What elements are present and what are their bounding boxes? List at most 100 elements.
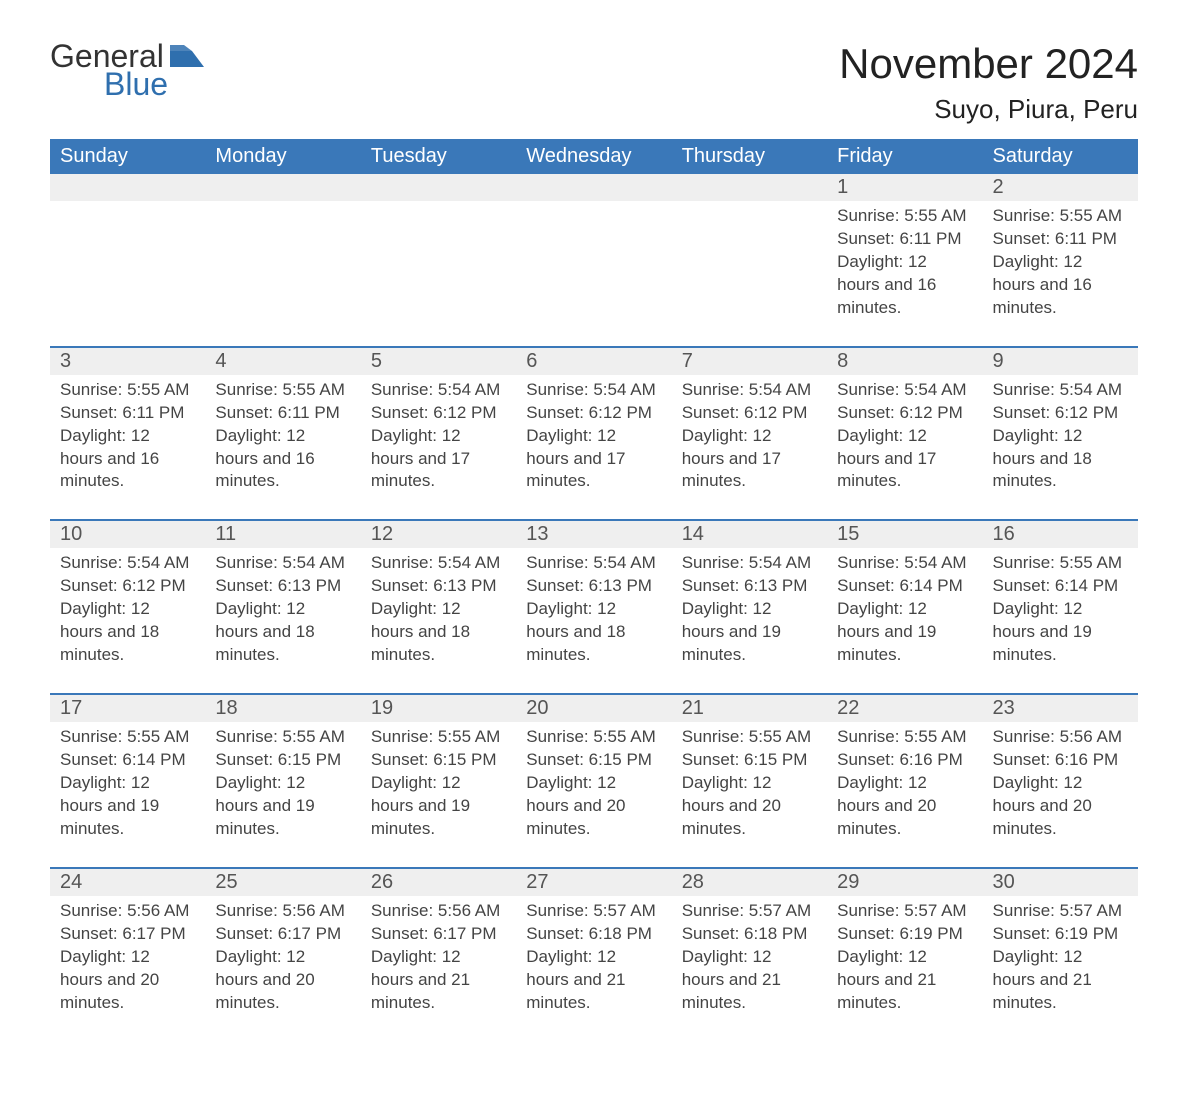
day-number: 7 xyxy=(672,348,827,375)
daylight-line: Daylight: 12 hours and 21 minutes. xyxy=(526,946,661,1015)
calendar-cell xyxy=(672,174,827,347)
daylight-line: Daylight: 12 hours and 17 minutes. xyxy=(371,425,506,494)
calendar-cell: 10Sunrise: 5:54 AMSunset: 6:12 PMDayligh… xyxy=(50,520,205,694)
day-details: Sunrise: 5:55 AMSunset: 6:11 PMDaylight:… xyxy=(50,379,205,494)
daylight-line: Daylight: 12 hours and 19 minutes. xyxy=(371,772,506,841)
calendar-cell: 24Sunrise: 5:56 AMSunset: 6:17 PMDayligh… xyxy=(50,868,205,1041)
day-details: Sunrise: 5:56 AMSunset: 6:16 PMDaylight:… xyxy=(983,726,1138,841)
calendar-cell: 21Sunrise: 5:55 AMSunset: 6:15 PMDayligh… xyxy=(672,694,827,868)
sunset-line: Sunset: 6:15 PM xyxy=(215,749,350,772)
weekday-header: Tuesday xyxy=(361,139,516,174)
day-details: Sunrise: 5:57 AMSunset: 6:18 PMDaylight:… xyxy=(516,900,671,1015)
day-number: 5 xyxy=(361,348,516,375)
sunset-line: Sunset: 6:19 PM xyxy=(837,923,972,946)
calendar-cell: 14Sunrise: 5:54 AMSunset: 6:13 PMDayligh… xyxy=(672,520,827,694)
day-number-empty xyxy=(672,174,827,201)
sunrise-line: Sunrise: 5:54 AM xyxy=(371,379,506,402)
weekday-header: Sunday xyxy=(50,139,205,174)
day-number: 20 xyxy=(516,695,671,722)
sunrise-line: Sunrise: 5:55 AM xyxy=(682,726,817,749)
calendar-cell: 27Sunrise: 5:57 AMSunset: 6:18 PMDayligh… xyxy=(516,868,671,1041)
sunrise-line: Sunrise: 5:54 AM xyxy=(682,379,817,402)
day-number: 17 xyxy=(50,695,205,722)
daylight-line: Daylight: 12 hours and 19 minutes. xyxy=(682,598,817,667)
day-number: 6 xyxy=(516,348,671,375)
sunset-line: Sunset: 6:13 PM xyxy=(682,575,817,598)
calendar-week: 24Sunrise: 5:56 AMSunset: 6:17 PMDayligh… xyxy=(50,868,1138,1041)
calendar-cell: 20Sunrise: 5:55 AMSunset: 6:15 PMDayligh… xyxy=(516,694,671,868)
calendar-cell: 28Sunrise: 5:57 AMSunset: 6:18 PMDayligh… xyxy=(672,868,827,1041)
daylight-line: Daylight: 12 hours and 20 minutes. xyxy=(682,772,817,841)
day-number: 30 xyxy=(983,869,1138,896)
day-number: 3 xyxy=(50,348,205,375)
day-number-empty xyxy=(361,174,516,201)
daylight-line: Daylight: 12 hours and 16 minutes. xyxy=(993,251,1128,320)
daylight-line: Daylight: 12 hours and 18 minutes. xyxy=(526,598,661,667)
day-details: Sunrise: 5:55 AMSunset: 6:11 PMDaylight:… xyxy=(827,205,982,320)
sunrise-line: Sunrise: 5:55 AM xyxy=(215,379,350,402)
calendar-cell: 4Sunrise: 5:55 AMSunset: 6:11 PMDaylight… xyxy=(205,347,360,521)
day-details: Sunrise: 5:54 AMSunset: 6:14 PMDaylight:… xyxy=(827,552,982,667)
sunset-line: Sunset: 6:12 PM xyxy=(60,575,195,598)
calendar-cell: 19Sunrise: 5:55 AMSunset: 6:15 PMDayligh… xyxy=(361,694,516,868)
day-number: 10 xyxy=(50,521,205,548)
header: General Blue November 2024 Suyo, Piura, … xyxy=(50,40,1138,125)
day-details: Sunrise: 5:54 AMSunset: 6:13 PMDaylight:… xyxy=(205,552,360,667)
day-details: Sunrise: 5:54 AMSunset: 6:13 PMDaylight:… xyxy=(361,552,516,667)
calendar-cell xyxy=(50,174,205,347)
day-number: 8 xyxy=(827,348,982,375)
sunset-line: Sunset: 6:12 PM xyxy=(682,402,817,425)
daylight-line: Daylight: 12 hours and 17 minutes. xyxy=(526,425,661,494)
day-number: 22 xyxy=(827,695,982,722)
day-details: Sunrise: 5:54 AMSunset: 6:12 PMDaylight:… xyxy=(672,379,827,494)
sunset-line: Sunset: 6:12 PM xyxy=(526,402,661,425)
sunrise-line: Sunrise: 5:54 AM xyxy=(837,379,972,402)
day-number: 12 xyxy=(361,521,516,548)
sunrise-line: Sunrise: 5:56 AM xyxy=(215,900,350,923)
day-number: 23 xyxy=(983,695,1138,722)
day-number: 9 xyxy=(983,348,1138,375)
daylight-line: Daylight: 12 hours and 19 minutes. xyxy=(215,772,350,841)
sunrise-line: Sunrise: 5:54 AM xyxy=(60,552,195,575)
day-details: Sunrise: 5:54 AMSunset: 6:13 PMDaylight:… xyxy=(672,552,827,667)
day-number: 29 xyxy=(827,869,982,896)
weekday-header: Monday xyxy=(205,139,360,174)
flag-icon xyxy=(170,40,204,72)
weekday-header: Friday xyxy=(827,139,982,174)
calendar-cell: 23 Sunrise: 5:56 AMSunset: 6:16 PMDayligh… xyxy=(983,694,1138,868)
sunset-line: Sunset: 6:14 PM xyxy=(60,749,195,772)
day-number-empty xyxy=(50,174,205,201)
sunrise-line: Sunrise: 5:54 AM xyxy=(371,552,506,575)
sunset-line: Sunset: 6:12 PM xyxy=(837,402,972,425)
day-number: 26 xyxy=(361,869,516,896)
sunrise-line: Sunrise: 5:56 AM xyxy=(993,726,1128,749)
calendar-cell: 11Sunrise: 5:54 AMSunset: 6:13 PMDayligh… xyxy=(205,520,360,694)
sunset-line: Sunset: 6:11 PM xyxy=(215,402,350,425)
calendar-cell: 12 Sunrise: 5:54 AMSunset: 6:13 PMDayligh… xyxy=(361,520,516,694)
daylight-line: Daylight: 12 hours and 20 minutes. xyxy=(837,772,972,841)
day-number: 2 xyxy=(983,174,1138,201)
sunrise-line: Sunrise: 5:54 AM xyxy=(993,379,1128,402)
daylight-line: Daylight: 12 hours and 16 minutes. xyxy=(60,425,195,494)
sunrise-line: Sunrise: 5:55 AM xyxy=(837,205,972,228)
calendar-week: 10Sunrise: 5:54 AMSunset: 6:12 PMDayligh… xyxy=(50,520,1138,694)
sunrise-line: Sunrise: 5:55 AM xyxy=(993,552,1128,575)
sunset-line: Sunset: 6:15 PM xyxy=(526,749,661,772)
sunrise-line: Sunrise: 5:56 AM xyxy=(60,900,195,923)
day-details: Sunrise: 5:55 AMSunset: 6:15 PMDaylight:… xyxy=(205,726,360,841)
daylight-line: Daylight: 12 hours and 20 minutes. xyxy=(60,946,195,1015)
weekday-header: Thursday xyxy=(672,139,827,174)
day-number: 15 xyxy=(827,521,982,548)
sunrise-line: Sunrise: 5:54 AM xyxy=(682,552,817,575)
day-number: 21 xyxy=(672,695,827,722)
sunrise-line: Sunrise: 5:55 AM xyxy=(993,205,1128,228)
daylight-line: Daylight: 12 hours and 17 minutes. xyxy=(837,425,972,494)
sunset-line: Sunset: 6:17 PM xyxy=(215,923,350,946)
daylight-line: Daylight: 12 hours and 18 minutes. xyxy=(215,598,350,667)
day-number: 28 xyxy=(672,869,827,896)
day-details: Sunrise: 5:55 AMSunset: 6:11 PMDaylight:… xyxy=(983,205,1138,320)
sunrise-line: Sunrise: 5:54 AM xyxy=(837,552,972,575)
sunset-line: Sunset: 6:13 PM xyxy=(526,575,661,598)
calendar-cell: 7 Sunrise: 5:54 AMSunset: 6:12 PMDaylight… xyxy=(672,347,827,521)
sunrise-line: Sunrise: 5:54 AM xyxy=(526,552,661,575)
